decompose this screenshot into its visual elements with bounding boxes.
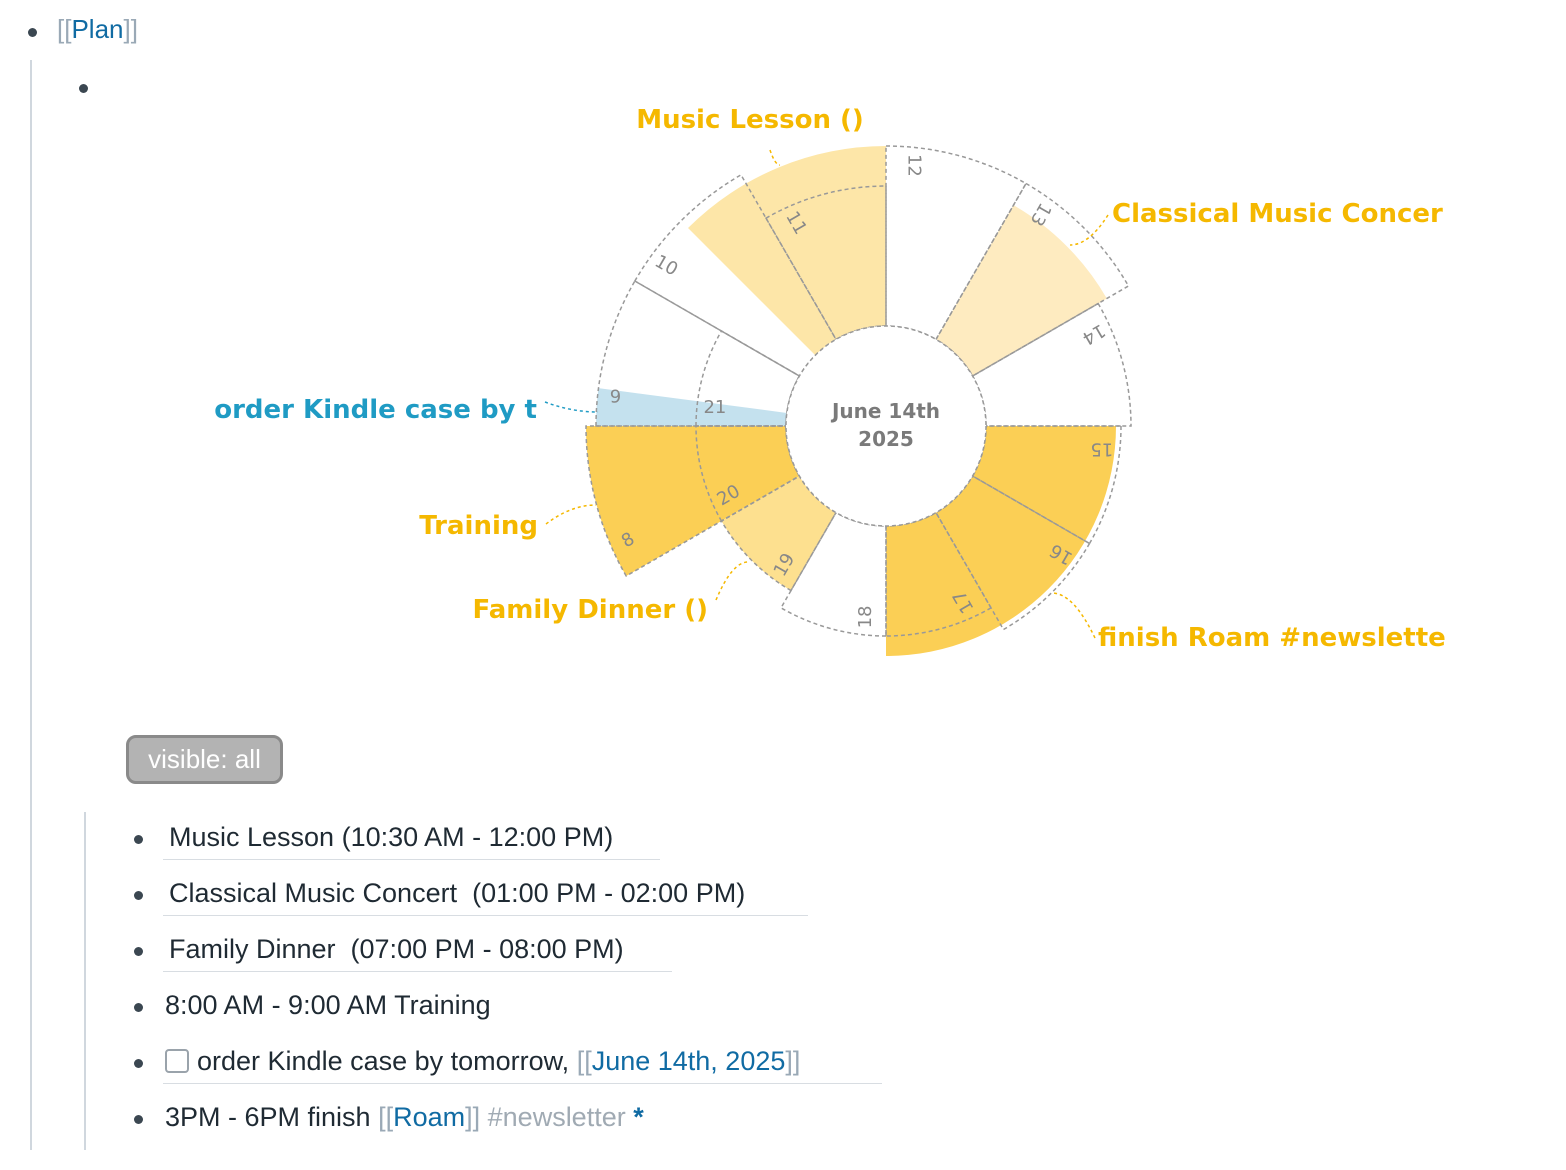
center-date-line1: June 14th [830,399,940,423]
item-text: 8:00 AM - 9:00 AM Training [165,990,491,1020]
indent-guide [30,60,32,1150]
page-link-roam[interactable]: Roam [393,1102,466,1132]
list-item[interactable]: Family Dinner (07:00 PM - 08:00 PM) [169,934,624,965]
event-sector [936,205,1107,376]
page-title[interactable]: Plan [71,14,124,44]
leader-line [545,504,597,525]
hour-label: 21 [703,397,726,418]
tag-newsletter[interactable]: #newsletter [487,1102,626,1132]
center-date-line2: 2025 [858,427,914,451]
divider [163,915,808,916]
leader-line [769,149,781,166]
event-label: finish Roam #newslette [1098,623,1446,653]
event-sector [886,426,1116,656]
ref-close-bracket: ]] [465,1102,481,1132]
hour-segment [885,511,993,637]
ref-close-bracket: ]] [123,14,138,44]
event-label: Music Lesson () [636,105,864,135]
page-link-june-14th[interactable]: June 14th, 2025 [591,1046,786,1076]
page-ref-plan[interactable]: [[Plan]] [57,14,138,45]
item-text: 3PM - 6PM finish [165,1102,379,1132]
todo-checkbox[interactable] [165,1049,189,1073]
hour-label: 14 [1078,319,1108,349]
bullet[interactable] [134,1003,143,1012]
event-label: Classical Music Concer [1112,199,1443,229]
item-text: order Kindle case by tomorrow, [197,1046,577,1076]
item-text: Classical Music Concert (01:00 PM - 02:0… [169,878,746,908]
leader-line [544,401,599,413]
ref-open-bracket: [[ [576,1046,592,1076]
indent-guide [84,812,86,1150]
item-text: Music Lesson (10:30 AM - 12:00 PM) [169,822,614,852]
hour-label: 10 [651,251,681,281]
hour-segment [779,511,887,637]
bullet[interactable] [79,84,88,93]
divider [163,1083,882,1084]
hour-segment [695,329,801,427]
bullet[interactable] [28,28,37,37]
bullet[interactable] [134,1115,143,1124]
bullet[interactable] [134,1059,143,1068]
list-item[interactable]: 3PM - 6PM finish [[Roam]] #newsletter * [165,1102,644,1133]
leader-line [1069,214,1109,246]
event-label: Family Dinner () [473,595,709,625]
event-sector [586,426,800,576]
hour-label: 18 [855,605,876,628]
list-item[interactable]: Classical Music Concert (01:00 PM - 02:0… [169,878,745,909]
event-sector [596,388,787,426]
divider [163,971,672,972]
event-sector [688,146,886,356]
ref-open-bracket: [[ [378,1102,394,1132]
list-item[interactable]: Music Lesson (10:30 AM - 12:00 PM) [169,822,613,853]
list-item[interactable]: 8:00 AM - 9:00 AM Training [165,990,491,1021]
center-circle [785,325,987,527]
list-item[interactable]: order Kindle case by tomorrow, [[June 14… [165,1046,800,1077]
bullet[interactable] [134,947,143,956]
hour-label: 12 [903,154,924,177]
star-icon: * [633,1102,644,1132]
ref-close-bracket: ]] [785,1046,801,1076]
item-text: Family Dinner (07:00 PM - 08:00 PM) [169,934,624,964]
leader-line [1051,592,1096,639]
divider [163,859,660,860]
bullet[interactable] [134,835,143,844]
leader-line [715,561,749,601]
visibility-filter-button[interactable]: visible: all [126,735,283,784]
bullet[interactable] [134,891,143,900]
hour-label: 9 [610,387,621,408]
hour-label: 15 [1090,439,1113,460]
event-label: order Kindle case by t [214,395,537,425]
event-label: Training [419,511,538,541]
ref-open-bracket: [[ [57,14,72,44]
